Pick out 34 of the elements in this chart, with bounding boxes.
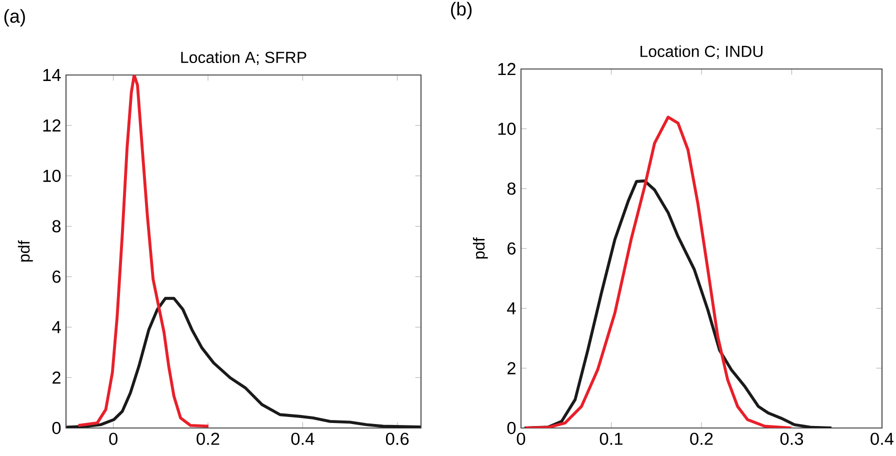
text: (a) bbox=[4, 9, 25, 26]
x-tick-label: 0.3 bbox=[780, 432, 804, 445]
x-tick-label: 0 bbox=[109, 432, 118, 445]
y-tick-label: 10 bbox=[498, 122, 516, 135]
y-tick-label: 0 bbox=[52, 422, 61, 434]
y-tick-label: 2 bbox=[508, 362, 516, 374]
y-tick-label: 8 bbox=[52, 220, 61, 232]
y-tick-label: 8 bbox=[507, 182, 516, 195]
line-series bbox=[76, 74, 210, 428]
y-axis-title: pdf bbox=[18, 240, 33, 262]
y-tick-label: 10 bbox=[43, 170, 61, 182]
x-tick-label: 0.2 bbox=[196, 432, 220, 445]
chart-title: Location C; INDU bbox=[640, 45, 762, 59]
y-tick-label: 12 bbox=[498, 62, 516, 76]
y-tick-label: 4 bbox=[52, 321, 61, 334]
y-tick-label: 6 bbox=[508, 242, 516, 255]
text: (b) bbox=[451, 2, 472, 20]
y-tick-label: 6 bbox=[52, 270, 61, 283]
y-tick-label: 12 bbox=[43, 119, 60, 132]
x-tick-label: 0 bbox=[516, 432, 526, 445]
x-tick-label: 0.4 bbox=[870, 432, 894, 445]
y-tick-label: 0 bbox=[507, 422, 516, 434]
line-series bbox=[523, 179, 833, 428]
y-tick-label: 2 bbox=[52, 372, 60, 384]
x-tick-label: 0.4 bbox=[291, 432, 314, 445]
x-tick-label: 0.1 bbox=[600, 432, 622, 445]
x-tick-label: 0.6 bbox=[386, 432, 409, 445]
y-tick-label: 4 bbox=[507, 302, 516, 314]
x-tick-label: 0.2 bbox=[690, 432, 713, 445]
chart-title: Location A; SFRP bbox=[181, 51, 306, 65]
y-axis-title: pdf bbox=[472, 237, 488, 259]
line-series bbox=[524, 116, 792, 428]
y-tick-label: 14 bbox=[43, 69, 61, 81]
line-series bbox=[66, 296, 421, 428]
